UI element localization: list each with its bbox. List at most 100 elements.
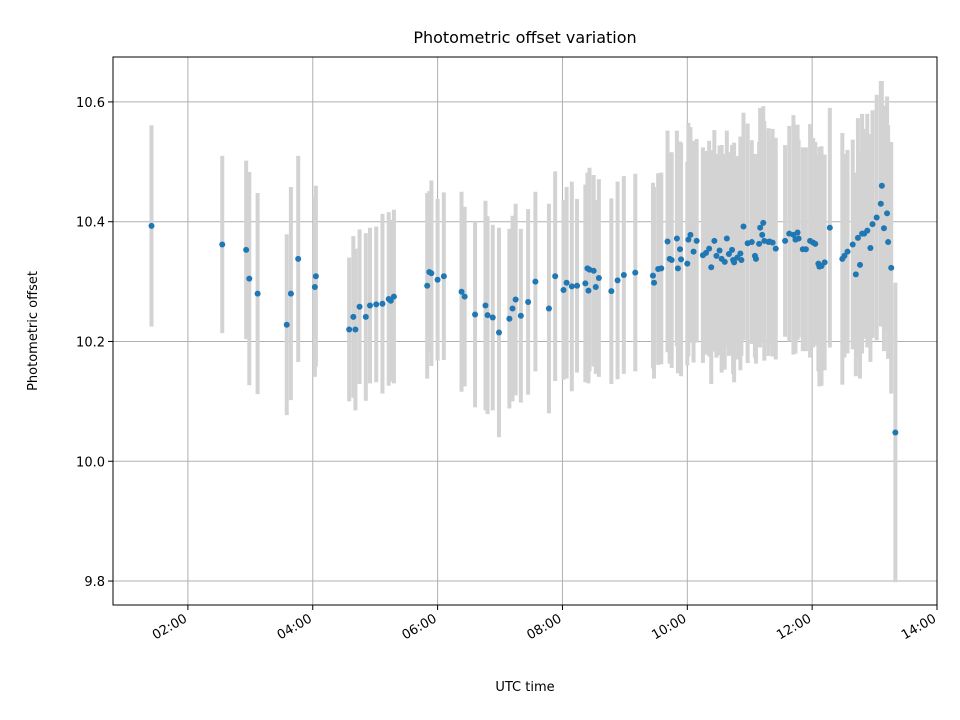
data-point	[311, 283, 318, 290]
data-point	[821, 259, 828, 266]
data-point	[574, 282, 581, 289]
data-point	[737, 250, 744, 257]
data-point	[585, 287, 592, 294]
data-point	[812, 240, 819, 247]
data-point	[563, 279, 570, 286]
data-point	[495, 329, 502, 336]
data-point	[346, 326, 353, 333]
data-point	[795, 235, 802, 242]
x-tick-label: 14:00	[899, 611, 939, 643]
data-point	[560, 286, 567, 293]
data-point	[854, 234, 861, 241]
data-point	[757, 224, 764, 231]
data-point	[725, 251, 732, 258]
data-point	[738, 257, 745, 264]
data-point	[545, 305, 552, 312]
data-point	[892, 429, 899, 436]
y-tick-label: 10.0	[76, 455, 105, 470]
data-point	[532, 278, 539, 285]
data-point	[287, 290, 294, 297]
data-point	[721, 258, 728, 265]
data-point	[852, 271, 859, 278]
data-point	[826, 224, 833, 231]
data-point	[506, 315, 513, 322]
data-point	[716, 247, 723, 254]
data-point	[708, 264, 715, 271]
x-tick-label: 10:00	[649, 611, 689, 643]
x-axis-label: UTC time	[495, 680, 554, 695]
x-tick-label: 02:00	[150, 611, 190, 643]
data-point	[379, 300, 386, 307]
data-point	[517, 312, 524, 319]
data-point	[772, 245, 779, 252]
data-point	[782, 237, 789, 244]
data-point	[568, 283, 575, 290]
data-point	[740, 223, 747, 230]
data-point	[352, 326, 359, 333]
x-tick-label: 08:00	[525, 611, 565, 643]
data-point	[849, 241, 856, 248]
data-point	[684, 260, 691, 267]
data-point	[867, 245, 874, 252]
data-point	[864, 227, 871, 234]
data-point	[756, 240, 763, 247]
data-point	[711, 237, 718, 244]
y-axis-ticks: 9.8 10.0 10.2 10.4 10.6	[76, 96, 113, 590]
data-point	[664, 238, 671, 245]
data-point	[582, 280, 589, 287]
data-point	[703, 249, 710, 256]
data-point	[148, 222, 155, 229]
data-point	[254, 290, 261, 297]
data-point	[677, 246, 684, 253]
y-tick-label: 9.8	[84, 575, 105, 590]
data-point	[713, 252, 720, 259]
data-point	[759, 231, 766, 238]
x-axis-ticks: 02:00 04:00 06:00 08:00 10:00 12:00 14:00	[150, 605, 939, 643]
data-point	[552, 273, 559, 280]
x-tick-label: 04:00	[275, 611, 315, 643]
data-point	[880, 225, 887, 232]
data-point	[678, 256, 685, 263]
data-point	[592, 283, 599, 290]
data-point	[668, 257, 675, 264]
data-point	[373, 301, 380, 308]
data-point	[484, 312, 491, 319]
data-points	[148, 182, 899, 436]
chart-title: Photometric offset variation	[413, 28, 636, 47]
data-point	[472, 311, 479, 318]
data-point	[434, 276, 441, 283]
data-point	[841, 252, 848, 259]
data-point	[877, 200, 884, 207]
data-point	[424, 282, 431, 289]
data-point	[723, 235, 730, 242]
data-point	[885, 239, 892, 246]
data-point	[673, 235, 680, 242]
data-point	[748, 239, 755, 246]
data-point	[608, 288, 615, 295]
data-point	[440, 273, 447, 280]
y-tick-label: 10.6	[76, 96, 105, 111]
data-point	[512, 296, 519, 303]
data-point	[888, 264, 895, 271]
data-point	[729, 246, 736, 253]
data-point	[509, 305, 516, 312]
data-point	[312, 273, 319, 280]
data-point	[295, 255, 302, 262]
data-point	[620, 272, 627, 279]
data-point	[356, 303, 363, 310]
y-axis-label: Photometric offset	[26, 271, 41, 391]
data-point	[674, 265, 681, 272]
data-point	[769, 239, 776, 246]
data-point	[649, 272, 656, 279]
y-tick-label: 10.2	[76, 335, 105, 350]
y-tick-label: 10.4	[76, 216, 105, 231]
data-point	[219, 241, 226, 248]
data-point	[482, 302, 489, 309]
data-point	[857, 261, 864, 268]
data-point	[651, 279, 658, 286]
data-point	[685, 236, 692, 243]
data-point	[752, 255, 759, 262]
data-point	[366, 302, 373, 309]
data-point	[878, 182, 885, 189]
